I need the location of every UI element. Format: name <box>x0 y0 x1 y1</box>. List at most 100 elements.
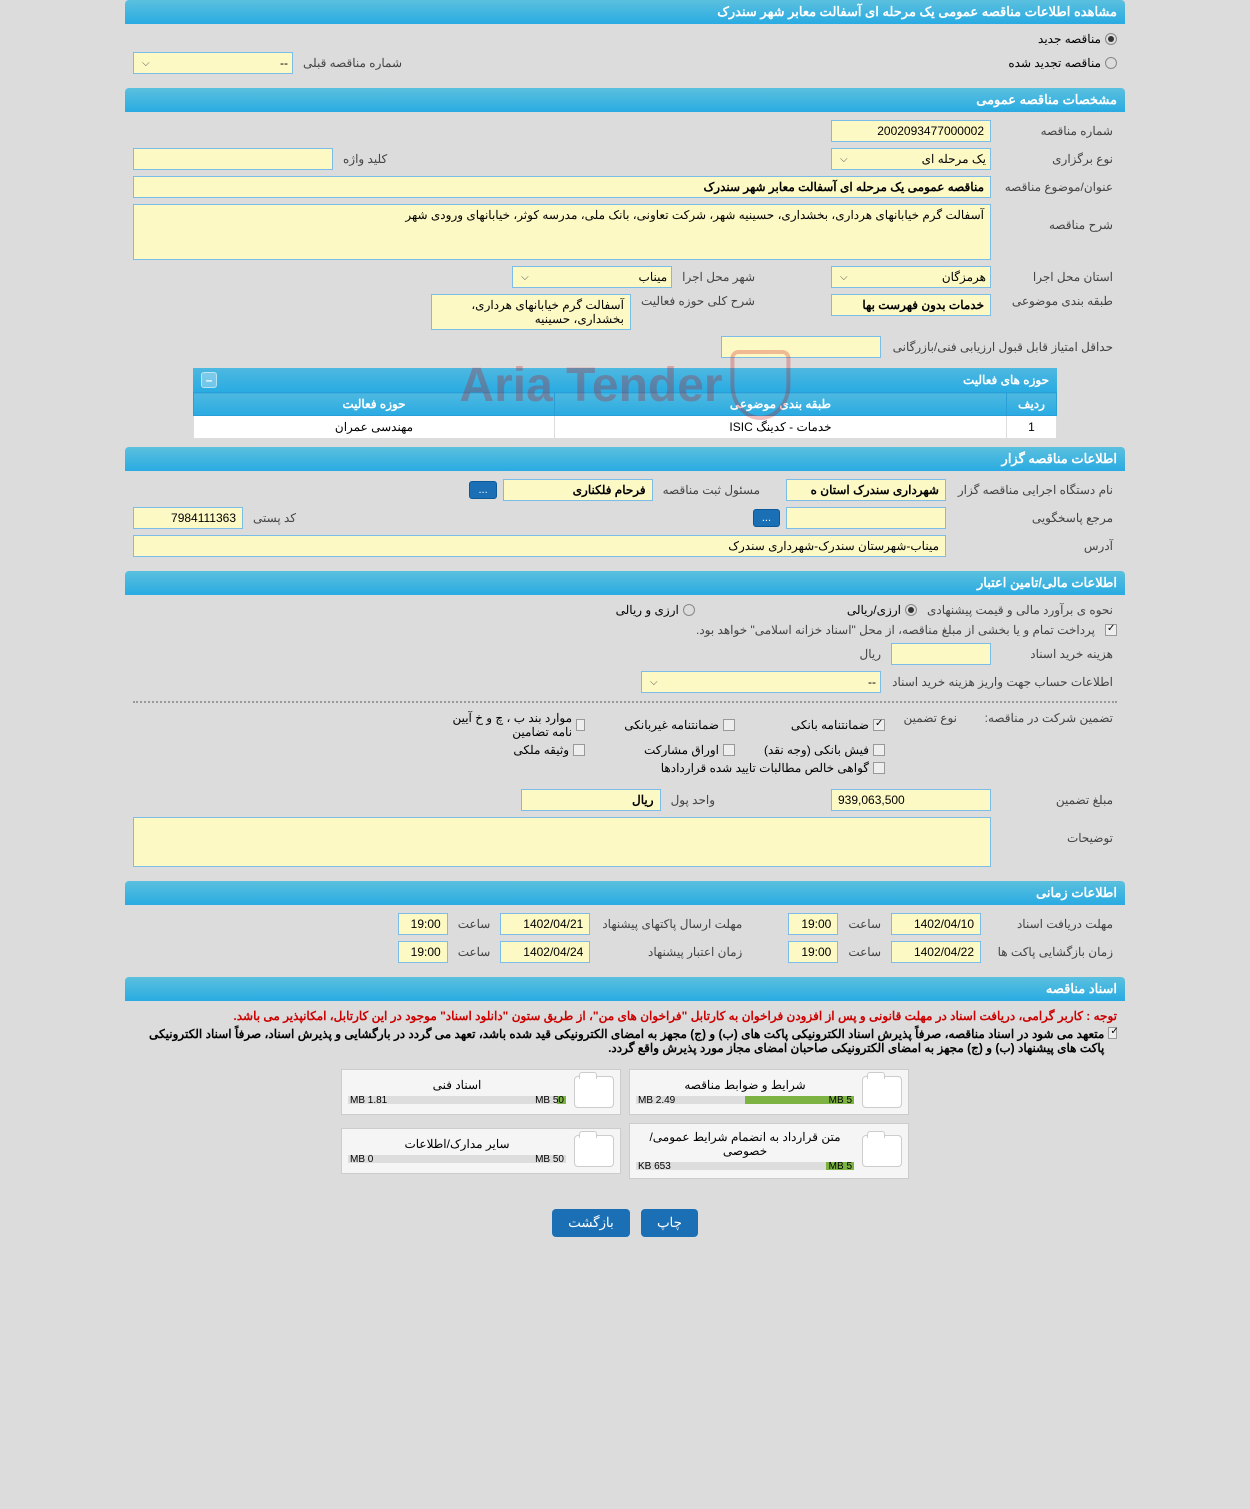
document-max: 50 MB <box>533 1154 566 1165</box>
account-select[interactable]: -- ⌵ <box>641 671 881 693</box>
chevron-down-icon: ⌵ <box>646 677 662 688</box>
open-date: 1402/04/22 <box>891 941 981 963</box>
method-label: نحوه ی برآورد مالی و قیمت پیشنهادی <box>923 603 1117 617</box>
amount-label: مبلغ تضمین <box>997 793 1117 807</box>
progress-bar: 5 MB653 KB <box>636 1162 854 1170</box>
chk-securities[interactable]: اوراق مشارکت <box>595 743 735 757</box>
section-documents-header: اسناد مناقصه <box>125 977 1125 1001</box>
receive-date: 1402/04/10 <box>891 913 981 935</box>
separator <box>133 701 1117 703</box>
type-select[interactable]: یک مرحله ای ⌵ <box>831 148 991 170</box>
keyword-field[interactable] <box>133 148 333 170</box>
radio-both[interactable]: ارزی و ریالی <box>616 603 695 617</box>
address-label: آدرس <box>952 539 1117 553</box>
doc-cost-unit: ریال <box>855 647 885 661</box>
province-select[interactable]: هرمزگان ⌵ <box>831 266 991 288</box>
action-bar: چاپ بازگشت <box>125 1191 1125 1255</box>
document-size: 1.81 MB <box>348 1095 389 1106</box>
keyword-label: کلید واژه <box>339 152 391 166</box>
table-row: 1 خدمات - کدینگ ISIC مهندسی عمران <box>194 416 1057 439</box>
validity-label: زمان اعتبار پیشنهاد <box>596 945 746 959</box>
contact-label: مرجع پاسخگویی <box>952 511 1117 525</box>
table-cell: 1 <box>1007 416 1057 439</box>
table-header: طبقه بندی موضوعی <box>554 393 1006 416</box>
notice2-checkbox[interactable] <box>1108 1027 1117 1039</box>
time-label-2: ساعت <box>454 917 495 931</box>
postal-label: کد پستی <box>249 511 300 525</box>
section-timing-title: اطلاعات زمانی <box>1036 885 1117 900</box>
min-score-label: حداقل امتیاز قابل قبول ارزیابی فنی/بازرگ… <box>887 340 1117 354</box>
activity-field: آسفالت گرم خیابانهای هرداری، بخشداری، حس… <box>431 294 631 330</box>
section-financial-header: اطلاعات مالی/تامین اعتبار <box>125 571 1125 595</box>
chevron-down-icon: ⌵ <box>517 272 533 283</box>
document-box[interactable]: سایر مدارک/اطلاعات 50 MB0 MB <box>341 1128 621 1174</box>
document-size: 2.49 MB <box>636 1095 677 1106</box>
document-title: شرایط و ضوابط مناقصه <box>636 1078 854 1092</box>
print-button[interactable]: چاپ <box>641 1209 698 1237</box>
page-title-bar: مشاهده اطلاعات مناقصه عمومی یک مرحله ای … <box>125 0 1125 24</box>
chk-property[interactable]: وثیقه ملکی <box>445 743 585 757</box>
activity-table-wrapper: حوزه های فعالیت – ردیف طبقه بندی موضوعی … <box>193 368 1057 439</box>
submit-label: مهلت ارسال پاکتهای پیشنهاد <box>596 917 746 931</box>
chk-nonbank[interactable]: ضمانتنامه غیربانکی <box>595 711 735 739</box>
validity-date: 1402/04/24 <box>500 941 590 963</box>
document-title: متن قرارداد به انضمام شرایط عمومی/خصوصی <box>636 1130 854 1158</box>
back-button[interactable]: بازگشت <box>552 1209 630 1237</box>
chk-cert[interactable]: گواهی خالص مطالبات تایید شده قراردادها <box>445 761 885 775</box>
province-label: استان محل اجرا <box>997 270 1117 284</box>
radio-new-label: مناقصه جدید <box>1038 32 1101 46</box>
notes-field[interactable] <box>133 817 991 867</box>
section-organizer-title: اطلاعات مناقصه گزار <box>1002 451 1117 466</box>
document-max: 5 MB <box>827 1161 854 1172</box>
time-label-4: ساعت <box>454 945 495 959</box>
description-label: شرح مناقصه <box>997 204 1117 232</box>
document-max: 5 MB <box>827 1095 854 1106</box>
section-documents-body: توجه : کاربر گرامی، دریافت اسناد در مهلت… <box>125 1001 1125 1191</box>
payment-checkbox[interactable] <box>1105 624 1117 636</box>
radio-icon <box>905 604 917 616</box>
folder-icon <box>862 1135 902 1167</box>
chk-cases[interactable]: موارد بند ب ، چ و خ آیین نامه تضامین <box>445 711 585 739</box>
receive-label: مهلت دریافت اسناد <box>987 917 1117 931</box>
folder-icon <box>574 1135 614 1167</box>
table-cell: مهندسی عمران <box>194 416 555 439</box>
progress-bar: 5 MB 2.49 MB <box>636 1096 854 1104</box>
org-name-label: نام دستگاه اجرایی مناقصه گزار <box>952 483 1117 497</box>
type-value: یک مرحله ای <box>922 152 986 166</box>
responsible-label: مسئول ثبت مناقصه <box>659 483 764 497</box>
radio-renewed-tender[interactable]: مناقصه تجدید شده <box>1008 56 1117 70</box>
radio-rial-label: ارزی/ریالی <box>847 603 901 617</box>
guarantee-type-label: نوع تضمین <box>891 711 961 725</box>
radio-renewed-label: مناقصه تجدید شده <box>1008 56 1101 70</box>
contact-more-button[interactable]: ... <box>753 509 780 527</box>
section-timing-header: اطلاعات زمانی <box>125 881 1125 905</box>
time-label-3: ساعت <box>844 945 885 959</box>
table-header: ردیف <box>1007 393 1057 416</box>
radio-rial[interactable]: ارزی/ریالی <box>847 603 917 617</box>
city-select[interactable]: میناب ⌵ <box>512 266 672 288</box>
chk-bank[interactable]: ضمانتنامه بانکی <box>745 711 885 739</box>
document-box[interactable]: اسناد فنی50 MB1.81 MB <box>341 1069 621 1115</box>
address-field: میناب-شهرستان سندرک-شهرداری سندرک <box>133 535 946 557</box>
chk-cash[interactable]: فیش بانکی (وجه نقد) <box>745 743 885 757</box>
document-title: سایر مدارک/اطلاعات <box>348 1137 566 1151</box>
progress-bar: 50 MB0 MB <box>348 1155 566 1163</box>
collapse-icon[interactable]: – <box>201 372 217 388</box>
province-value: هرمزگان <box>942 270 986 284</box>
submit-date: 1402/04/21 <box>500 913 590 935</box>
min-score-field[interactable] <box>721 336 881 358</box>
responsible-field: فرحام فلکناری <box>503 479 653 501</box>
document-box[interactable]: متن قرارداد به انضمام شرایط عمومی/خصوصی 5… <box>629 1123 909 1179</box>
document-box[interactable]: شرایط و ضوابط مناقصه 5 MB 2.49 MB <box>629 1069 909 1115</box>
unit-field: ریال <box>521 789 661 811</box>
open-label: زمان بازگشایی پاکت ها <box>987 945 1117 959</box>
doc-cost-field[interactable] <box>891 643 991 665</box>
responsible-more-button[interactable]: ... <box>469 481 496 499</box>
subject-field: مناقصه عمومی یک مرحله ای آسفالت معابر شه… <box>133 176 991 198</box>
guarantee-type-grid: ضمانتنامه بانکی ضمانتنامه غیربانکی موارد… <box>255 711 885 775</box>
subject-label: عنوان/موضوع مناقصه <box>997 180 1117 194</box>
documents-grid: شرایط و ضوابط مناقصه 5 MB 2.49 MB اسناد فنی… <box>133 1065 1117 1183</box>
radio-new-tender[interactable]: مناقصه جدید <box>1038 32 1117 46</box>
prev-number-select[interactable]: -- ⌵ <box>133 52 293 74</box>
participate-label: تضمین شرکت در مناقصه: <box>967 711 1117 725</box>
